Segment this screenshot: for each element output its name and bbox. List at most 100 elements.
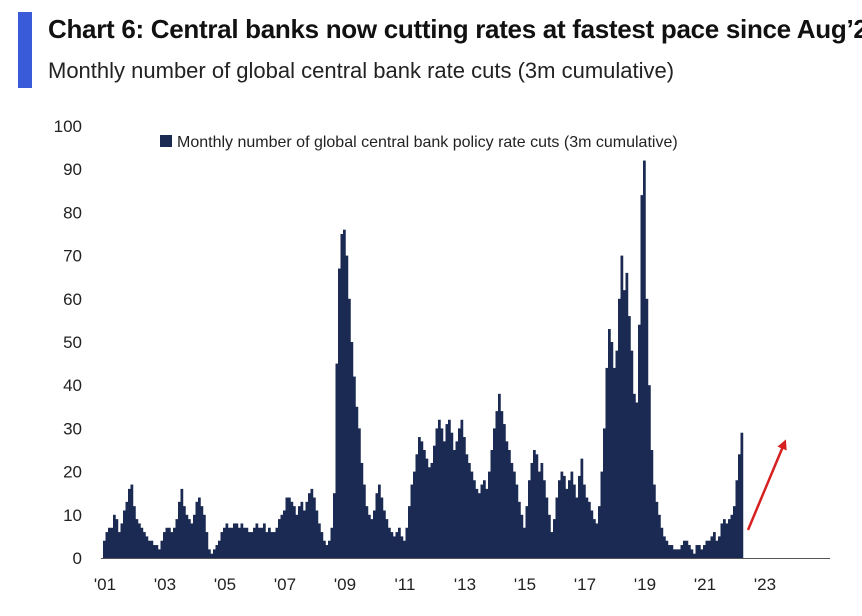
bar	[575, 497, 579, 558]
x-tick-label: '23	[754, 575, 776, 594]
bar	[120, 523, 124, 558]
bar	[303, 510, 306, 558]
bar	[563, 475, 566, 558]
bar	[185, 514, 189, 558]
bar	[270, 532, 274, 558]
bar	[560, 471, 564, 558]
bar	[525, 506, 529, 558]
bar	[373, 510, 376, 558]
bar	[558, 480, 561, 558]
bar	[683, 540, 686, 558]
bar	[555, 497, 559, 558]
y-axis: 0 10 20 30 40 50 60 70 80 90 100	[54, 117, 82, 568]
x-tick-label: '13	[454, 575, 476, 594]
bar	[145, 536, 149, 558]
bar	[660, 527, 664, 558]
bar	[203, 514, 206, 558]
bar	[480, 484, 484, 558]
bar	[520, 514, 524, 558]
bar	[333, 493, 336, 558]
bar	[238, 527, 241, 558]
bar	[610, 342, 614, 558]
bar	[530, 462, 534, 558]
bar	[453, 450, 456, 558]
bar	[298, 506, 301, 558]
bar	[463, 437, 466, 558]
bar	[425, 458, 429, 558]
bar	[675, 549, 679, 558]
bar	[240, 523, 244, 558]
bar	[325, 545, 329, 558]
bar	[115, 519, 119, 558]
bar	[150, 540, 154, 558]
bar	[300, 501, 304, 558]
bar	[138, 523, 141, 558]
bar	[123, 510, 126, 558]
bar	[513, 471, 516, 558]
x-tick-label: '21	[694, 575, 716, 594]
legend-swatch	[160, 135, 172, 147]
bar	[220, 532, 224, 558]
bar	[205, 532, 209, 558]
bar	[685, 540, 689, 558]
legend-label: Monthly number of global central bank po…	[177, 134, 678, 151]
bar	[320, 532, 324, 558]
bar	[635, 402, 639, 558]
bar	[255, 523, 259, 558]
bar	[715, 540, 719, 558]
bar	[353, 376, 356, 558]
bar	[380, 497, 384, 558]
bar	[360, 462, 364, 558]
bar	[430, 462, 434, 558]
bar	[230, 527, 234, 558]
x-tick-label: '01	[94, 575, 116, 594]
bar	[678, 549, 681, 558]
bar	[125, 501, 129, 558]
bar	[195, 501, 199, 558]
x-tick-label: '07	[274, 575, 296, 594]
bar	[673, 549, 676, 558]
bar	[648, 385, 651, 558]
y-tick-label: 50	[63, 333, 82, 352]
bar	[158, 549, 161, 558]
bar	[553, 519, 556, 558]
bar	[455, 441, 459, 558]
bar	[680, 545, 684, 558]
bar	[140, 527, 144, 558]
bar	[175, 519, 179, 558]
bar	[543, 480, 546, 558]
bar	[508, 450, 511, 558]
bar	[523, 527, 526, 558]
bar	[570, 471, 574, 558]
bar	[313, 497, 316, 558]
y-tick-label: 100	[54, 117, 82, 136]
bar	[668, 545, 671, 558]
bar	[393, 536, 396, 558]
bar	[645, 298, 649, 558]
bar	[663, 536, 666, 558]
y-tick-label: 60	[63, 290, 82, 309]
bar	[208, 549, 211, 558]
bar	[163, 532, 166, 558]
bar	[385, 519, 389, 558]
y-tick-label: 40	[63, 376, 82, 395]
bar	[733, 506, 736, 558]
bar	[133, 506, 136, 558]
bar	[193, 514, 196, 558]
bar	[275, 527, 279, 558]
bar	[538, 471, 541, 558]
bar	[485, 488, 489, 558]
bar	[638, 324, 641, 558]
bar	[533, 450, 536, 558]
bar	[720, 523, 724, 558]
bar	[308, 493, 311, 558]
bar	[515, 484, 519, 558]
bar	[633, 393, 636, 558]
bar	[245, 527, 249, 558]
bar	[368, 514, 371, 558]
x-tick-label: '03	[154, 575, 176, 594]
chart-title: Chart 6: Central banks now cutting rates…	[48, 14, 862, 44]
bar	[725, 523, 729, 558]
bar	[398, 527, 401, 558]
